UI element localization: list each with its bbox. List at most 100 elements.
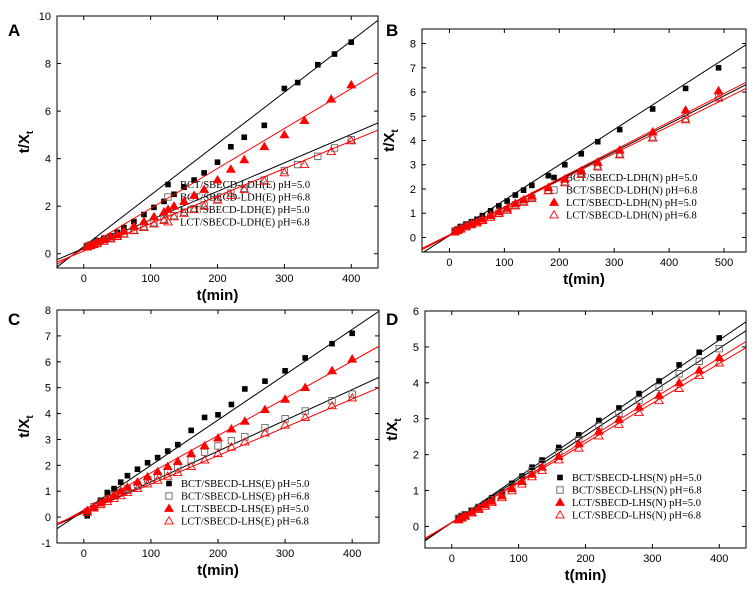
x-tick-label: 300	[643, 553, 661, 565]
data-point	[111, 485, 117, 492]
data-point	[92, 238, 103, 247]
series-4	[422, 87, 746, 249]
legend-entry: LCT/SBECD-LHS(E) pH=5.0	[181, 504, 309, 515]
data-point	[576, 169, 587, 178]
data-point	[179, 196, 190, 205]
data-point	[294, 79, 301, 86]
data-point	[561, 161, 568, 168]
data-point	[117, 479, 124, 485]
data-point	[259, 176, 270, 185]
legend-entry: LCT/SBECD-LDH(E) pH=5.0	[180, 205, 310, 216]
data-point	[543, 185, 554, 195]
data-point	[214, 159, 221, 166]
x-tick-label: 0	[81, 548, 87, 560]
y-tick-label: 8	[45, 59, 51, 71]
y-tick-label: 5	[45, 383, 51, 395]
data-point	[715, 345, 723, 353]
data-point	[225, 190, 236, 199]
y-tick-label: 0	[410, 232, 416, 244]
data-point	[576, 432, 582, 438]
data-point	[649, 106, 656, 112]
data-point	[98, 236, 109, 245]
data-point	[551, 174, 557, 181]
data-point	[555, 509, 565, 519]
y-tick-label: 4	[413, 378, 419, 390]
data-point	[518, 197, 529, 206]
data-point	[616, 405, 622, 411]
data-point	[592, 162, 603, 171]
y-tick-label: 7	[45, 331, 51, 343]
data-point	[82, 507, 93, 516]
y-tick-label: 5	[413, 342, 419, 354]
data-point	[510, 200, 521, 210]
data-point	[553, 454, 564, 464]
data-point	[299, 159, 310, 168]
data-point	[159, 215, 169, 224]
chart-panel-d: 0 100 200 300 400 0 1 2 3 4 5 6 t(min) t/Xt D BCT/SBECD…	[384, 306, 747, 584]
data-point	[200, 448, 209, 457]
data-point	[695, 357, 703, 365]
data-point	[132, 483, 143, 493]
data-point	[189, 204, 200, 214]
data-point	[556, 486, 564, 494]
data-point	[279, 167, 290, 177]
data-point	[199, 455, 210, 464]
data-point	[348, 39, 355, 45]
legend-entry: LCT/SBECD-LHS(N) pH=5.0	[572, 498, 701, 509]
x-tick-label: 400	[710, 553, 728, 565]
legend-entry: BCT/SBECD-LDH(N) pH=5.0	[566, 173, 697, 184]
data-point	[302, 355, 309, 361]
data-point	[226, 424, 237, 433]
data-point	[555, 444, 562, 451]
data-point	[162, 461, 173, 471]
data-point	[227, 189, 235, 197]
data-point	[682, 85, 689, 92]
data-point	[214, 442, 222, 450]
data-point	[714, 352, 725, 362]
panel-label: D	[386, 310, 398, 329]
data-point	[199, 184, 210, 193]
legend-entry: BCT/SBECD-LHS(N) pH=6.8	[572, 486, 702, 497]
data-point	[716, 335, 723, 341]
data-point	[201, 414, 208, 421]
data-point	[676, 362, 682, 368]
data-point	[169, 211, 180, 221]
y-tick-label: 4	[45, 409, 51, 421]
data-point	[112, 231, 123, 241]
data-point	[165, 181, 171, 188]
data-point	[545, 172, 552, 179]
y-tick-label: 1	[410, 208, 416, 220]
x-tick-label: 0	[449, 553, 455, 565]
data-point	[634, 407, 644, 417]
data-point	[228, 401, 235, 408]
panel-label: B	[386, 21, 398, 40]
legend-entry: LCT/SBECD-LHS(N) pH=6.8	[572, 511, 701, 522]
fit-line	[57, 387, 379, 525]
data-point	[486, 497, 497, 507]
chart-panel-c: 0 100 200 300 400 -1 0 1 2 3 4 5 6 7 8 t(min) t/Xt C BCT/S…	[8, 305, 380, 579]
data-point	[331, 51, 338, 57]
legend-entry: BCT/SBECD-LHS(E) pH=6.8	[181, 492, 309, 503]
data-point	[239, 416, 250, 425]
data-point	[559, 177, 570, 187]
data-point	[169, 201, 180, 210]
data-point	[347, 354, 358, 363]
data-point	[163, 204, 173, 213]
data-point	[239, 184, 250, 193]
data-point	[326, 146, 337, 155]
data-point	[280, 394, 291, 403]
data-point	[593, 426, 604, 435]
data-point	[172, 467, 183, 476]
y-tick-label: 3	[410, 160, 416, 172]
y-tick-label: 2	[410, 184, 416, 196]
data-point	[282, 368, 288, 374]
data-point	[242, 386, 248, 392]
data-point	[299, 115, 310, 124]
data-point	[115, 490, 126, 500]
data-point	[281, 85, 288, 92]
data-point	[212, 195, 223, 204]
y-tick-label: 0	[45, 249, 51, 261]
data-point	[715, 64, 722, 71]
data-point	[328, 396, 336, 405]
